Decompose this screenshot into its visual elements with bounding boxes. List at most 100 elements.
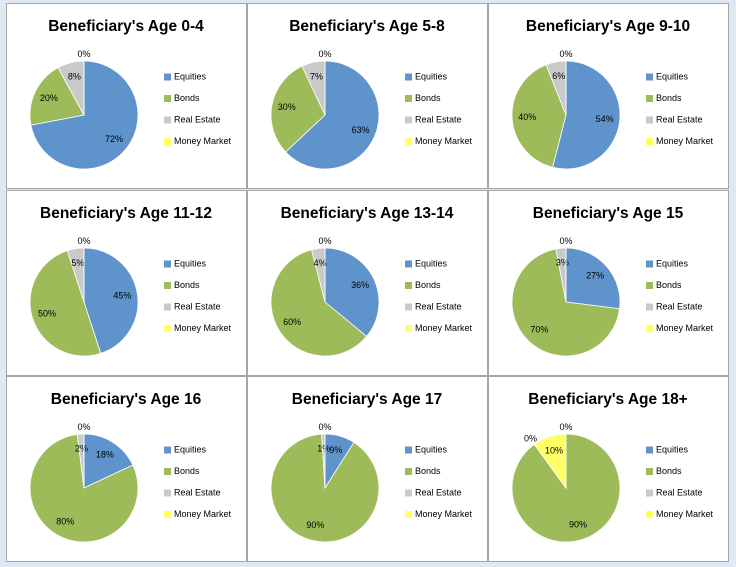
chart-title: Beneficiary's Age 0-4 (48, 18, 204, 35)
chart-title: Beneficiary's Age 18+ (528, 391, 688, 408)
data-label: 27% (586, 271, 604, 281)
data-label: 90% (569, 519, 587, 529)
pie-slice (511, 248, 621, 357)
data-label: 70% (530, 325, 548, 335)
legend-swatch (164, 73, 171, 81)
pie-slice (511, 64, 567, 168)
data-label: 9% (329, 445, 342, 455)
legend-swatch (164, 325, 171, 332)
legend-label: Equities (174, 71, 207, 81)
pie-slice (285, 60, 380, 170)
pie-slice (83, 433, 134, 489)
legend-swatch (405, 260, 412, 268)
legend-swatch (646, 468, 653, 475)
legend-swatch (405, 282, 412, 289)
legend-label: Equities (415, 258, 448, 268)
legend-label: Money Market (174, 323, 232, 333)
legend-swatch (646, 282, 653, 289)
data-label: 4% (314, 258, 327, 268)
legend-label: Bonds (656, 466, 682, 476)
pie-slice (552, 60, 621, 170)
data-label: 36% (351, 280, 369, 290)
data-label: 0% (559, 236, 572, 246)
data-label: 60% (283, 317, 301, 327)
data-label: 0% (318, 422, 331, 432)
legend-label: Money Market (656, 509, 714, 519)
data-label: 72% (105, 134, 123, 144)
legend-swatch (405, 73, 412, 81)
legend-swatch (405, 138, 412, 145)
data-label: 7% (310, 71, 323, 81)
legend-swatch (405, 303, 412, 311)
legend-label: Equities (656, 71, 689, 81)
legend-label: Money Market (415, 509, 473, 519)
legend-label: Equities (174, 258, 207, 268)
legend-swatch (646, 260, 653, 268)
legend-swatch (164, 446, 171, 454)
legend-label: Real Estate (415, 301, 462, 311)
pie-slice (29, 67, 85, 126)
chart-title: Beneficiary's Age 16 (51, 391, 202, 408)
data-label: 5% (71, 258, 84, 268)
legend-label: Equities (656, 444, 689, 454)
legend-swatch (405, 116, 412, 124)
legend-swatch (405, 95, 412, 102)
legend-swatch (164, 303, 171, 311)
legend-swatch (646, 73, 653, 81)
chart-title: Beneficiary's Age 11-12 (40, 205, 212, 222)
pie-slice (270, 433, 380, 543)
legend-label: Money Market (656, 136, 714, 146)
pie-slice (83, 247, 139, 354)
legend-swatch (405, 511, 412, 518)
legend-label: Real Estate (415, 487, 462, 497)
data-label: 45% (113, 290, 131, 300)
legend-label: Money Market (656, 323, 714, 333)
data-label: 10% (545, 445, 563, 455)
legend-swatch (164, 511, 171, 518)
legend-label: Bonds (415, 280, 441, 290)
pie-slice (30, 60, 139, 170)
legend-label: Bonds (656, 93, 682, 103)
legend-label: Money Market (415, 323, 473, 333)
legend-label: Bonds (415, 466, 441, 476)
legend-swatch (646, 95, 653, 102)
chart-title: Beneficiary's Age 13-14 (281, 205, 454, 222)
pie-slice (533, 433, 567, 490)
legend-swatch (646, 446, 653, 454)
legend-swatch (164, 260, 171, 268)
legend-swatch (164, 468, 171, 475)
data-label: 0% (559, 49, 572, 59)
legend-label: Equities (415, 444, 448, 454)
legend-swatch (405, 468, 412, 475)
chart-title: Beneficiary's Age 5-8 (289, 18, 445, 35)
data-label: 0% (318, 49, 331, 59)
legend-label: Money Market (174, 509, 232, 519)
data-label: 18% (96, 450, 114, 460)
legend-label: Bonds (174, 466, 200, 476)
data-label: 80% (56, 516, 74, 526)
pie-slice (324, 247, 380, 337)
data-label: 8% (68, 72, 81, 82)
legend-label: Real Estate (415, 114, 462, 124)
legend-swatch (164, 282, 171, 289)
data-label: 3% (556, 258, 569, 268)
legend-swatch (646, 511, 653, 518)
legend-swatch (646, 489, 653, 497)
legend-label: Equities (174, 444, 207, 454)
data-label: 2% (75, 444, 88, 454)
legend-label: Bonds (174, 93, 200, 103)
legend-swatch (405, 489, 412, 497)
pie-slice (29, 250, 102, 357)
data-label: 0% (524, 433, 537, 443)
data-label: 0% (77, 422, 90, 432)
legend-label: Bonds (656, 280, 682, 290)
legend-label: Money Market (415, 136, 473, 146)
data-label: 40% (518, 112, 536, 122)
data-label: 20% (40, 93, 58, 103)
legend-swatch (405, 325, 412, 332)
data-label: 63% (352, 125, 370, 135)
pie-slice (270, 249, 368, 357)
legend-swatch (164, 95, 171, 102)
